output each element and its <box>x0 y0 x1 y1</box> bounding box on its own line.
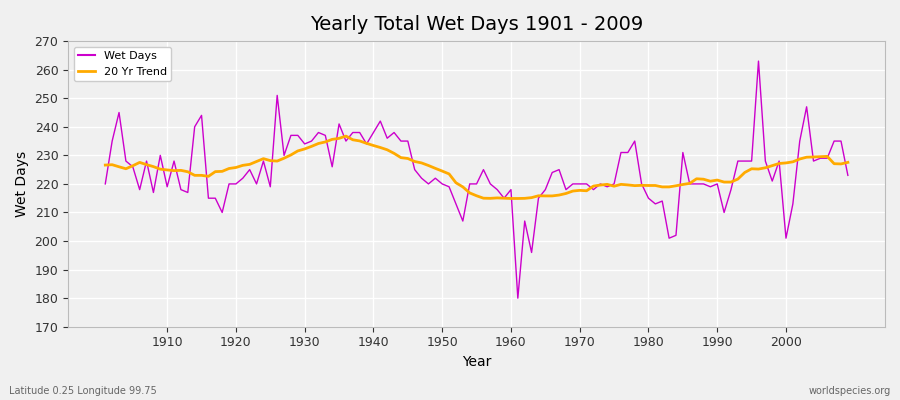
Legend: Wet Days, 20 Yr Trend: Wet Days, 20 Yr Trend <box>74 47 171 81</box>
Wet Days <box>842 173 853 178</box>
Wet Days <box>506 187 517 192</box>
Wet Days <box>306 139 317 144</box>
Wet Days <box>753 59 764 64</box>
Wet Days <box>499 196 509 200</box>
20 Yr Trend <box>602 182 613 187</box>
X-axis label: Year: Year <box>462 355 491 369</box>
20 Yr Trend <box>512 196 523 201</box>
20 Yr Trend <box>355 138 365 143</box>
20 Yr Trend <box>155 167 166 172</box>
Wet Days <box>512 296 523 300</box>
Title: Yearly Total Wet Days 1901 - 2009: Yearly Total Wet Days 1901 - 2009 <box>310 15 644 34</box>
Wet Days <box>347 130 358 135</box>
Wet Days <box>155 153 166 158</box>
Wet Days <box>595 182 606 186</box>
20 Yr Trend <box>340 134 351 138</box>
Line: 20 Yr Trend: 20 Yr Trend <box>105 136 848 198</box>
Text: worldspecies.org: worldspecies.org <box>809 386 891 396</box>
Wet Days <box>100 182 111 186</box>
20 Yr Trend <box>842 160 853 165</box>
20 Yr Trend <box>100 163 111 168</box>
20 Yr Trend <box>506 196 517 201</box>
Text: Latitude 0.25 Longitude 99.75: Latitude 0.25 Longitude 99.75 <box>9 386 157 396</box>
Line: Wet Days: Wet Days <box>105 61 848 298</box>
20 Yr Trend <box>306 144 317 149</box>
20 Yr Trend <box>519 196 530 201</box>
Y-axis label: Wet Days: Wet Days <box>15 151 29 217</box>
